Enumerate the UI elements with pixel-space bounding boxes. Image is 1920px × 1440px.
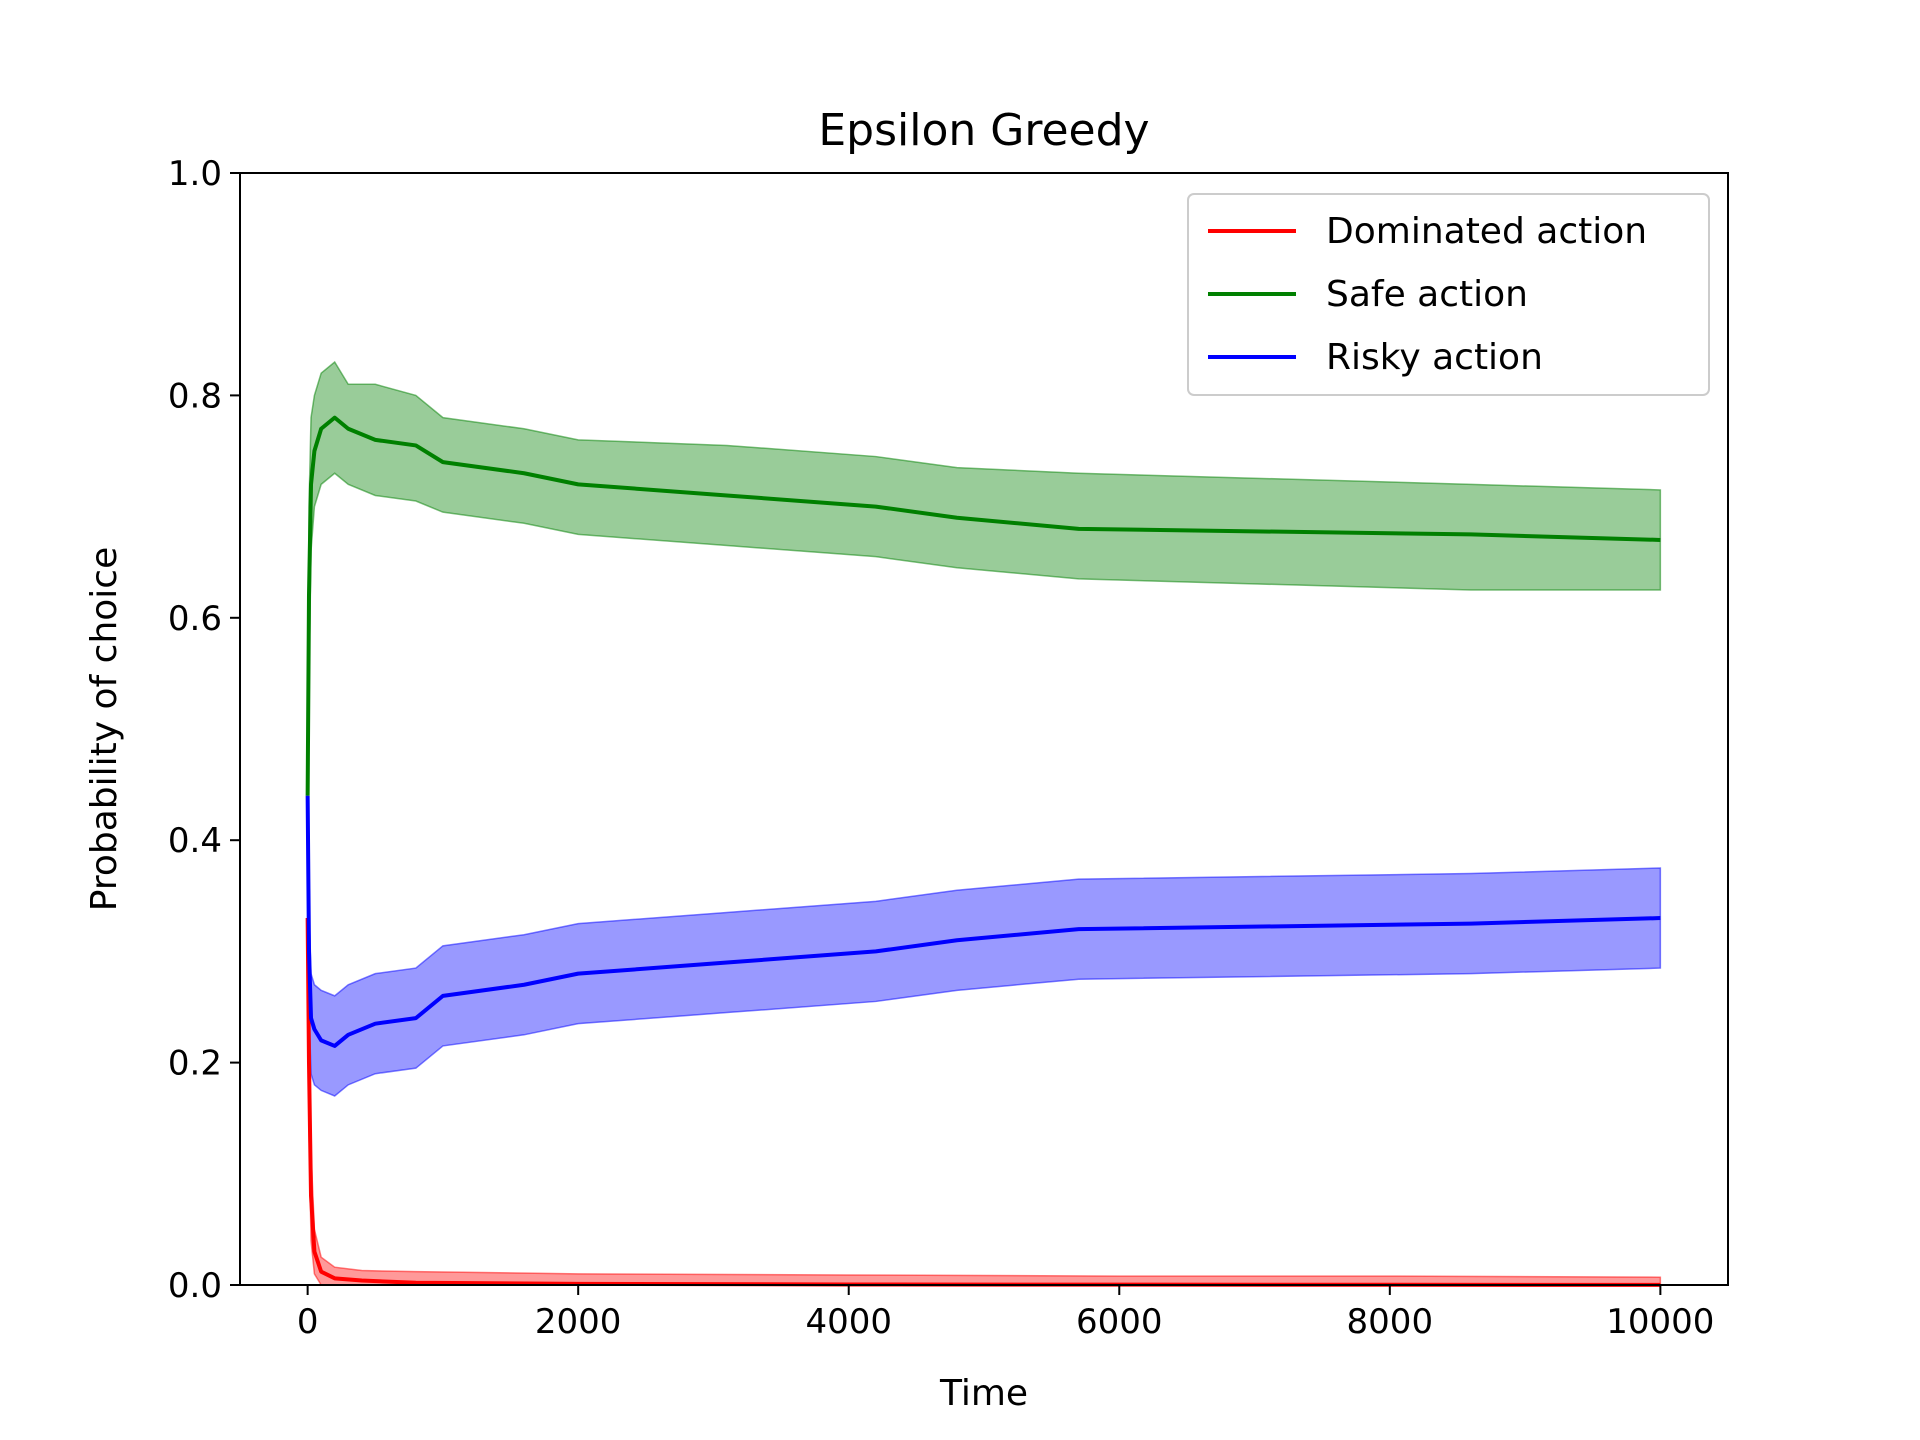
legend-label-dominated-action: Dominated action	[1326, 211, 1647, 252]
x-tick-label: 0	[297, 1302, 319, 1342]
legend: Dominated action Safe action Risky action	[1187, 193, 1710, 396]
y-tick-label: 0.4	[168, 821, 222, 861]
safe-action-line	[305, 415, 1661, 796]
y-tick-label: 0.6	[168, 599, 222, 639]
x-axis-ticks: 0 2000 4000 6000 8000 10000	[297, 1285, 1714, 1342]
risky-action-line	[305, 795, 1661, 1048]
x-tick-label: 6000	[1076, 1302, 1163, 1342]
chart-title: Epsilon Greedy	[818, 105, 1149, 156]
y-tick-label: 0.8	[168, 376, 222, 416]
y-tick-label: 0.0	[168, 1266, 222, 1306]
x-tick-label: 8000	[1347, 1302, 1434, 1342]
x-tick-label: 4000	[805, 1302, 892, 1342]
x-tick-label: 10000	[1606, 1302, 1714, 1342]
x-axis-label: Time	[939, 1373, 1028, 1414]
legend-label-safe-action: Safe action	[1326, 274, 1528, 315]
y-axis-label: Probability of choice	[84, 547, 125, 911]
plot-frame	[239, 172, 1729, 1286]
x-tick-label: 2000	[535, 1302, 622, 1342]
legend-label-risky-action: Risky action	[1326, 337, 1543, 378]
y-tick-label: 1.0	[168, 154, 222, 194]
y-tick-label: 0.2	[168, 1044, 222, 1084]
y-axis-ticks: 0.0 0.2 0.4 0.6 0.8 1.0	[168, 154, 240, 1306]
legend-box	[1187, 193, 1710, 396]
